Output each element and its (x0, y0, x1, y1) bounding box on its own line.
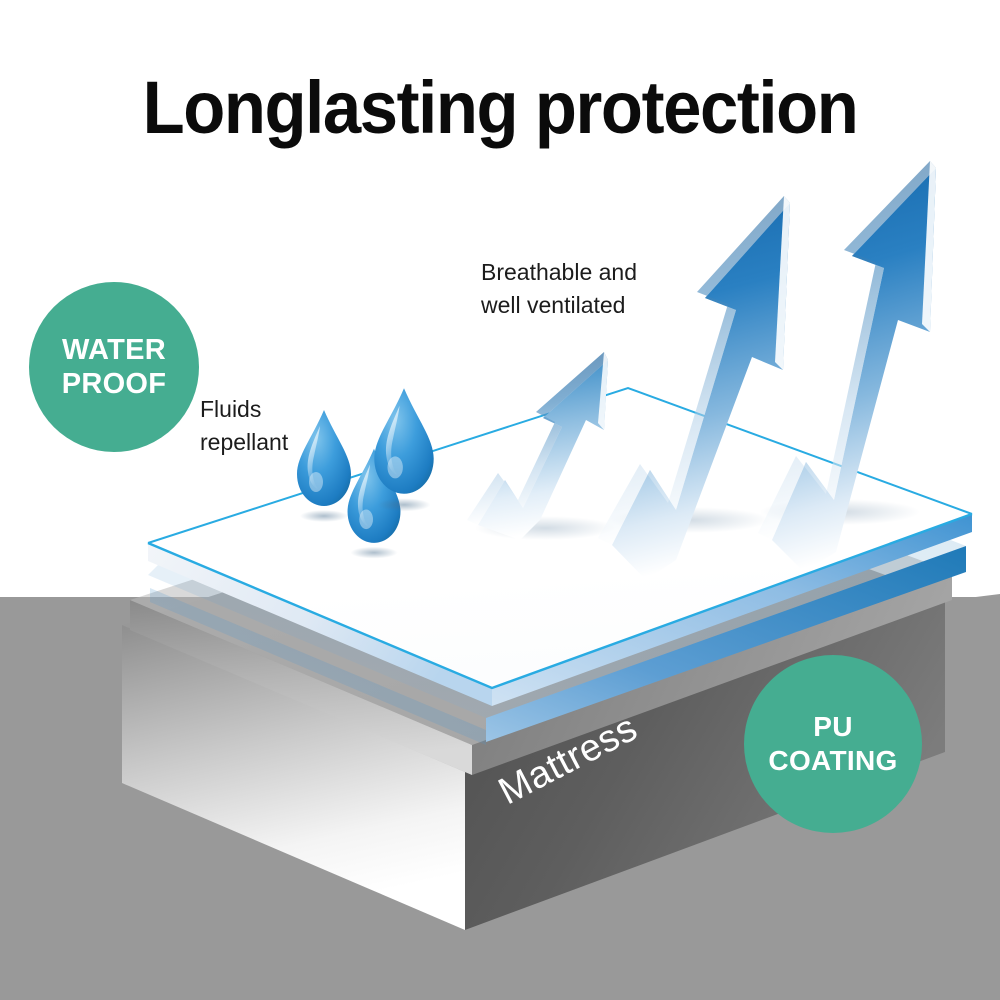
page-title: Longlasting protection (142, 66, 859, 149)
callout-breathable-ventilated: Breathable and well ventilated (481, 259, 638, 318)
badge-pu-coating: PU COATING (744, 655, 922, 833)
ventilation-arrows (467, 161, 936, 580)
badge-water-proof: WATER PROOF (29, 282, 199, 452)
water-droplets (297, 388, 434, 559)
ventilation-arrow-3 (758, 161, 936, 572)
callout-fluids-repellant: Fluids repellant (200, 396, 289, 455)
ventilation-arrow-2 (598, 196, 790, 580)
water-droplet (374, 388, 434, 512)
water-droplet (297, 410, 351, 522)
water-droplet (347, 448, 401, 559)
ventilation-arrow-1 (467, 352, 608, 540)
